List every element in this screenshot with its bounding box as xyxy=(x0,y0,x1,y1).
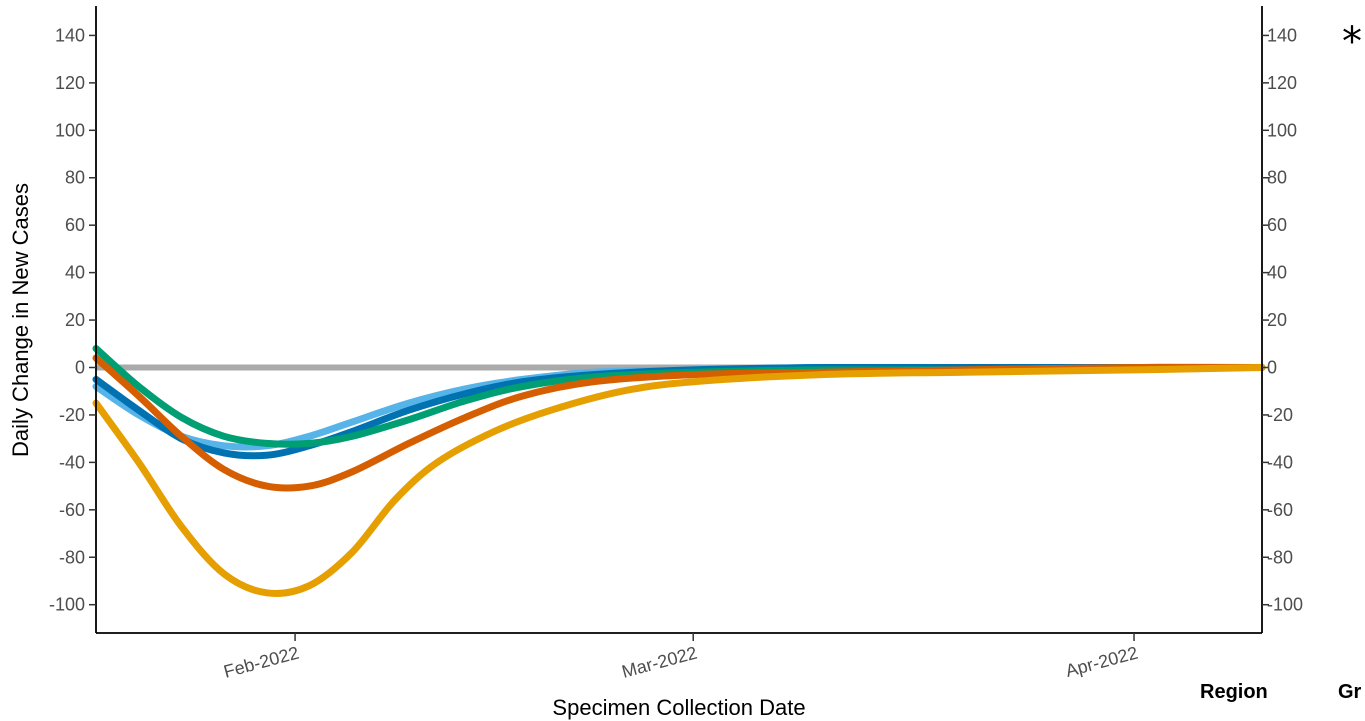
right-y-tick-label: 0 xyxy=(1267,358,1277,378)
right-y-tick-label: -40 xyxy=(1267,452,1293,472)
right-y-tick-label: 80 xyxy=(1267,168,1287,188)
corner-asterisk: * xyxy=(1342,19,1362,65)
series-line-4 xyxy=(92,354,1266,492)
cut-off-label: Gr xyxy=(1338,681,1362,703)
region-label: Region xyxy=(1200,681,1268,703)
y-axis-title: Daily Change in New Cases xyxy=(8,183,33,457)
left-y-tick-label: -100 xyxy=(49,595,85,615)
x-tick-label: Feb-2022 xyxy=(221,643,301,682)
left-y-tick-label: 0 xyxy=(75,358,85,378)
x-tick-label: Mar-2022 xyxy=(620,643,700,682)
plot-area xyxy=(92,345,1266,597)
right-y-tick-label: -20 xyxy=(1267,405,1293,425)
axes xyxy=(95,6,1263,634)
right-y-tick-label: 120 xyxy=(1267,73,1297,93)
left-y-tick-label: 100 xyxy=(55,120,85,140)
left-y-tick-label: 40 xyxy=(65,263,85,283)
right-y-tick-label: 60 xyxy=(1267,215,1287,235)
series-line-3 xyxy=(92,345,1266,448)
x-axis-title: Specimen Collection Date xyxy=(552,695,805,720)
left-y-tick-label: -20 xyxy=(59,405,85,425)
right-y-tick-label: -80 xyxy=(1267,547,1293,567)
left-y-tick-label: 20 xyxy=(65,310,85,330)
left-y-tick-label: 60 xyxy=(65,215,85,235)
right-y-tick-label: -60 xyxy=(1267,500,1293,520)
series-line-1 xyxy=(92,363,1266,451)
left-y-tick-label: -80 xyxy=(59,547,85,567)
left-y-tick-label: -60 xyxy=(59,500,85,520)
left-y-tick-label: -40 xyxy=(59,452,85,472)
x-tick-label: Apr-2022 xyxy=(1063,643,1140,681)
left-y-tick-label: 120 xyxy=(55,73,85,93)
right-y-tick-label: -100 xyxy=(1267,595,1303,615)
right-y-tick-label: 40 xyxy=(1267,263,1287,283)
right-y-tick-label: 140 xyxy=(1267,25,1297,45)
left-y-tick-label: 80 xyxy=(65,168,85,188)
right-y-tick-label: 100 xyxy=(1267,120,1297,140)
series-line-5 xyxy=(92,364,1266,597)
right-y-tick-label: 20 xyxy=(1267,310,1287,330)
left-y-tick-label: 140 xyxy=(55,25,85,45)
